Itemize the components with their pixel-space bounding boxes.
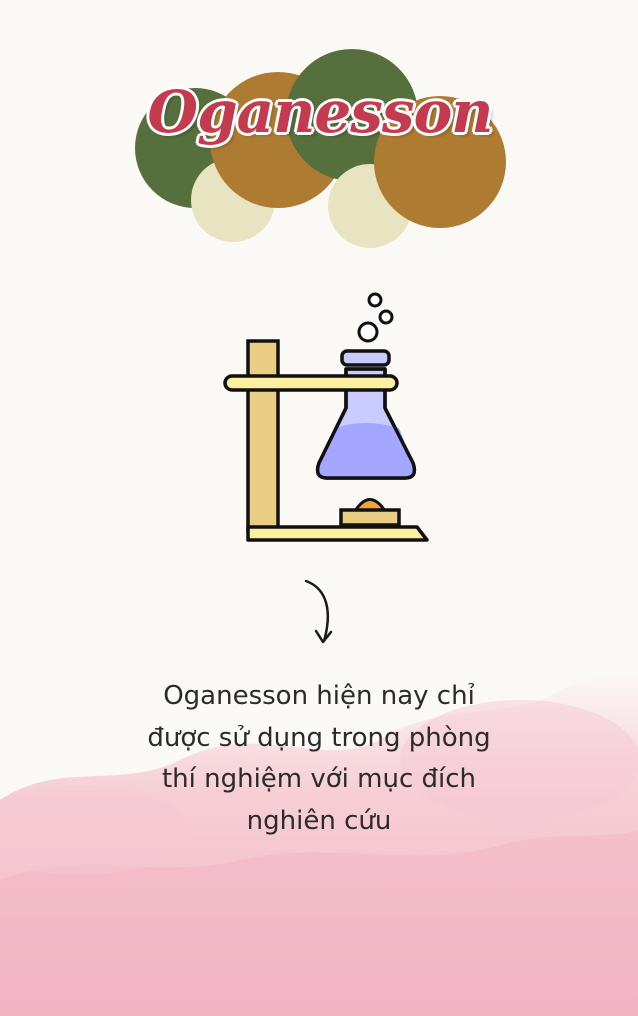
burner [339,508,401,527]
caption-text: Oganesson hiện nay chỉ được sử dụng tron… [147,681,491,836]
curved-arrow-down-icon [304,579,333,644]
flask-rim [340,349,391,367]
bubble-icon [378,309,394,325]
lab-flask-stand-icon [223,292,429,542]
brown-circle-right [374,96,506,228]
page-title: Oganesson [147,78,494,146]
stand-base [246,525,429,542]
bubble-icon [367,292,383,308]
flask-liquid [317,423,415,478]
bubble-icon [357,321,379,343]
title-circles [135,49,506,248]
stand-pole [246,339,280,533]
stand-clamp-arm [223,374,399,392]
